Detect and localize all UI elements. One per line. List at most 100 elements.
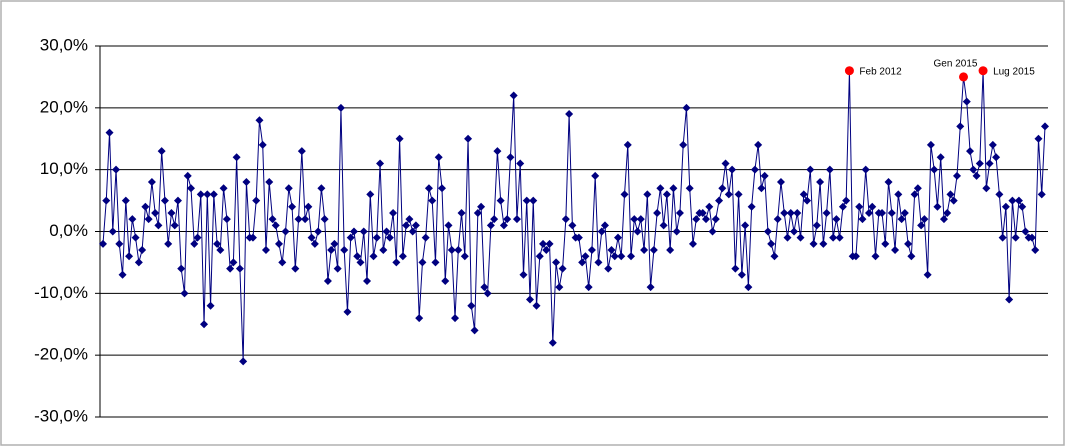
data-point (167, 208, 176, 217)
data-point (483, 289, 492, 298)
data-point (314, 227, 323, 236)
data-point (402, 221, 411, 230)
data-point (376, 159, 385, 168)
highlight-point (978, 66, 988, 76)
data-point (102, 196, 111, 205)
data-point (147, 178, 156, 187)
data-point (767, 239, 776, 248)
data-point (711, 215, 720, 224)
data-point (734, 190, 743, 199)
data-point (561, 215, 570, 224)
data-point (539, 239, 548, 248)
data-point (780, 208, 789, 217)
data-point (806, 165, 815, 174)
data-point (170, 221, 179, 230)
y-tick-label: -10,0% (34, 283, 88, 302)
data-point (203, 190, 212, 199)
data-point (288, 202, 297, 211)
data-point (1037, 190, 1046, 199)
data-point (672, 227, 681, 236)
data-point (656, 184, 665, 193)
data-point (838, 202, 847, 211)
data-point (698, 208, 707, 217)
data-point (558, 264, 567, 273)
data-point (783, 233, 792, 242)
data-point (666, 246, 675, 255)
y-tick-label: 30,0% (40, 35, 88, 54)
data-point (353, 252, 362, 261)
data-point (975, 159, 984, 168)
data-point (323, 276, 332, 285)
data-point (408, 227, 417, 236)
data-point (105, 128, 114, 137)
data-point (294, 215, 303, 224)
data-point (721, 159, 730, 168)
data-point (499, 221, 508, 230)
data-point (675, 208, 684, 217)
data-point (297, 147, 306, 156)
data-point (574, 233, 583, 242)
data-point (516, 159, 525, 168)
data-point (858, 215, 867, 224)
data-point (1021, 227, 1030, 236)
data-point (952, 171, 961, 180)
data-point (552, 258, 561, 267)
y-tick-label: 10,0% (40, 159, 88, 178)
data-point (252, 196, 261, 205)
data-point (460, 252, 469, 261)
data-point (956, 122, 965, 131)
data-point (506, 153, 515, 162)
data-point (372, 233, 381, 242)
data-point (340, 246, 349, 255)
data-point (421, 233, 430, 242)
data-point (291, 264, 300, 273)
data-point (741, 221, 750, 230)
data-point (477, 202, 486, 211)
data-point (773, 215, 782, 224)
data-point (555, 283, 564, 292)
data-point (519, 270, 528, 279)
data-point (496, 196, 505, 205)
data-point (226, 264, 235, 273)
data-point (542, 246, 551, 255)
data-point (796, 233, 805, 242)
data-point (985, 159, 994, 168)
data-point (512, 215, 521, 224)
data-point (535, 252, 544, 261)
data-point (180, 289, 189, 298)
data-point (486, 221, 495, 230)
data-point (284, 184, 293, 193)
data-point (336, 103, 345, 112)
data-point (829, 233, 838, 242)
data-point (548, 338, 557, 347)
data-point (99, 239, 107, 248)
data-point (437, 184, 446, 193)
data-point (724, 190, 733, 199)
data-point (385, 233, 394, 242)
data-point (760, 171, 769, 180)
data-point (134, 258, 143, 267)
data-point (597, 227, 606, 236)
data-point (118, 270, 127, 279)
data-point (157, 147, 166, 156)
data-point (177, 264, 186, 273)
data-point (451, 314, 460, 323)
data-point (688, 239, 697, 248)
data-point (962, 97, 971, 106)
data-point (1018, 202, 1027, 211)
data-point (464, 134, 473, 143)
data-point (545, 239, 554, 248)
data-point (649, 246, 658, 255)
data-point (395, 134, 404, 143)
data-point (229, 258, 238, 267)
data-point (832, 215, 841, 224)
data-point (392, 258, 401, 267)
data-point (1014, 196, 1023, 205)
data-point (812, 221, 821, 230)
data-point (473, 208, 482, 217)
data-point (248, 233, 257, 242)
data-point (591, 171, 600, 180)
data-point (754, 140, 763, 149)
data-point (636, 215, 645, 224)
